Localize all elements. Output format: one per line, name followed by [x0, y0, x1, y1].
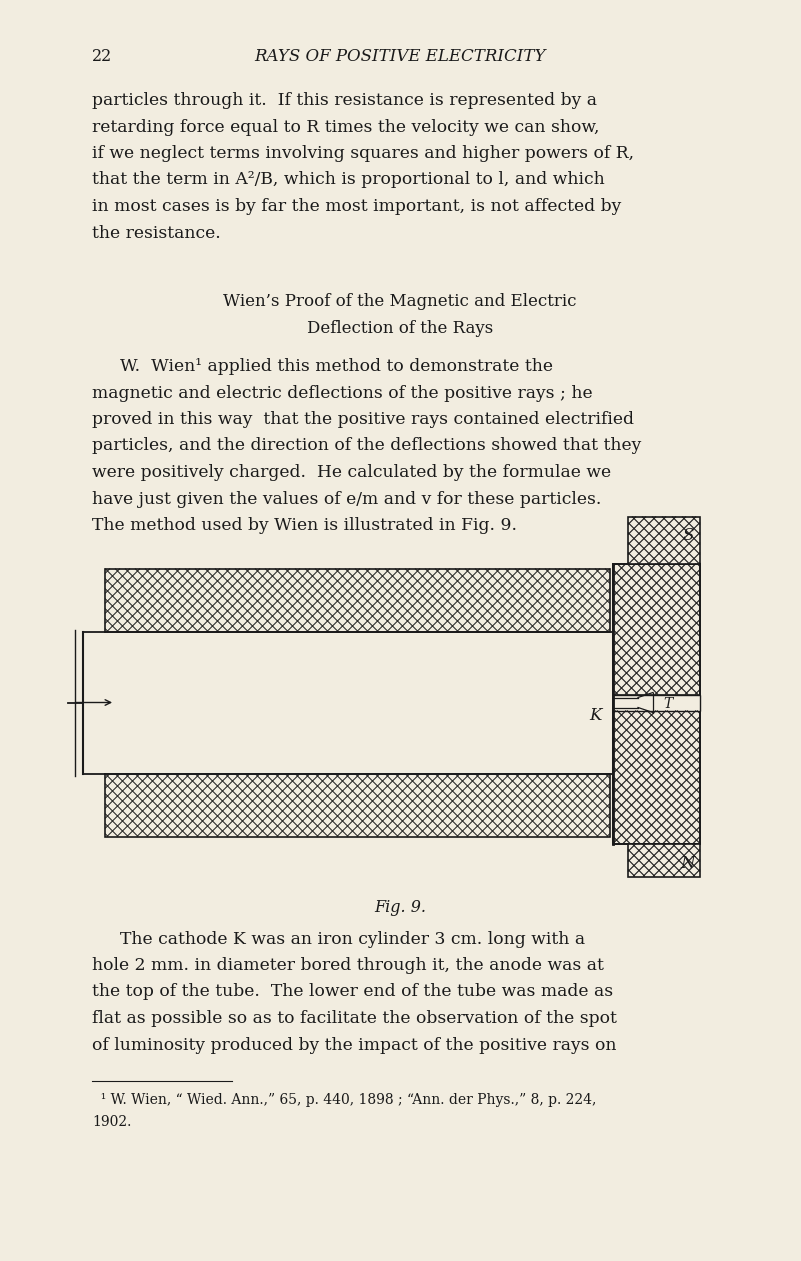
Polygon shape — [105, 773, 610, 836]
Text: retarding force equal to R times the velocity we can show,: retarding force equal to R times the vel… — [92, 119, 599, 135]
Polygon shape — [628, 517, 700, 564]
Text: Wien’s Proof of the Magnetic and Electric: Wien’s Proof of the Magnetic and Electri… — [223, 293, 577, 310]
Text: proved in this way  that the positive rays contained electrified: proved in this way that the positive ray… — [92, 411, 634, 427]
Text: S: S — [682, 527, 694, 543]
Text: T: T — [663, 697, 673, 711]
Polygon shape — [105, 569, 610, 632]
Polygon shape — [613, 710, 700, 844]
Text: flat as possible so as to facilitate the observation of the spot: flat as possible so as to facilitate the… — [92, 1010, 617, 1026]
Text: RAYS OF POSITIVE ELECTRICITY: RAYS OF POSITIVE ELECTRICITY — [254, 48, 545, 66]
Polygon shape — [613, 564, 700, 695]
Text: magnetic and electric deflections of the positive rays ; he: magnetic and electric deflections of the… — [92, 385, 593, 401]
Text: 22: 22 — [92, 48, 112, 66]
Polygon shape — [628, 844, 700, 876]
Text: particles through it.  If this resistance is represented by a: particles through it. If this resistance… — [92, 92, 597, 108]
Text: of luminosity produced by the impact of the positive rays on: of luminosity produced by the impact of … — [92, 1037, 617, 1053]
Text: particles, and the direction of the deflections showed that they: particles, and the direction of the defl… — [92, 438, 642, 454]
Text: Fig. 9.: Fig. 9. — [374, 899, 426, 915]
Text: in most cases is by far the most important, is not affected by: in most cases is by far the most importa… — [92, 198, 622, 214]
Text: the resistance.: the resistance. — [92, 224, 221, 242]
Text: if we neglect terms involving squares and higher powers of R,: if we neglect terms involving squares an… — [92, 145, 634, 161]
Text: K: K — [589, 707, 602, 725]
Text: The cathode K was an iron cylinder 3 cm. long with a: The cathode K was an iron cylinder 3 cm.… — [120, 931, 585, 947]
Text: hole 2 mm. in diameter bored through it, the anode was at: hole 2 mm. in diameter bored through it,… — [92, 957, 604, 973]
Text: 1902.: 1902. — [92, 1115, 131, 1129]
Text: Deflection of the Rays: Deflection of the Rays — [307, 320, 493, 337]
Text: The method used by Wien is illustrated in Fig. 9.: The method used by Wien is illustrated i… — [92, 517, 517, 533]
Text: were positively charged.  He calculated by the formulae we: were positively charged. He calculated b… — [92, 464, 611, 480]
Polygon shape — [613, 695, 700, 710]
Text: have just given the values of e/m and v for these particles.: have just given the values of e/m and v … — [92, 491, 602, 507]
Text: W.  Wien¹ applied this method to demonstrate the: W. Wien¹ applied this method to demonstr… — [120, 358, 553, 375]
Text: that the term in A²/B, which is proportional to l, and which: that the term in A²/B, which is proporti… — [92, 171, 605, 188]
Text: the top of the tube.  The lower end of the tube was made as: the top of the tube. The lower end of th… — [92, 984, 613, 1000]
Text: ¹ W. Wien, “ Wied. Ann.,” 65, p. 440, 1898 ; “Ann. der Phys.,” 8, p. 224,: ¹ W. Wien, “ Wied. Ann.,” 65, p. 440, 18… — [92, 1093, 597, 1107]
Text: N: N — [681, 855, 695, 871]
